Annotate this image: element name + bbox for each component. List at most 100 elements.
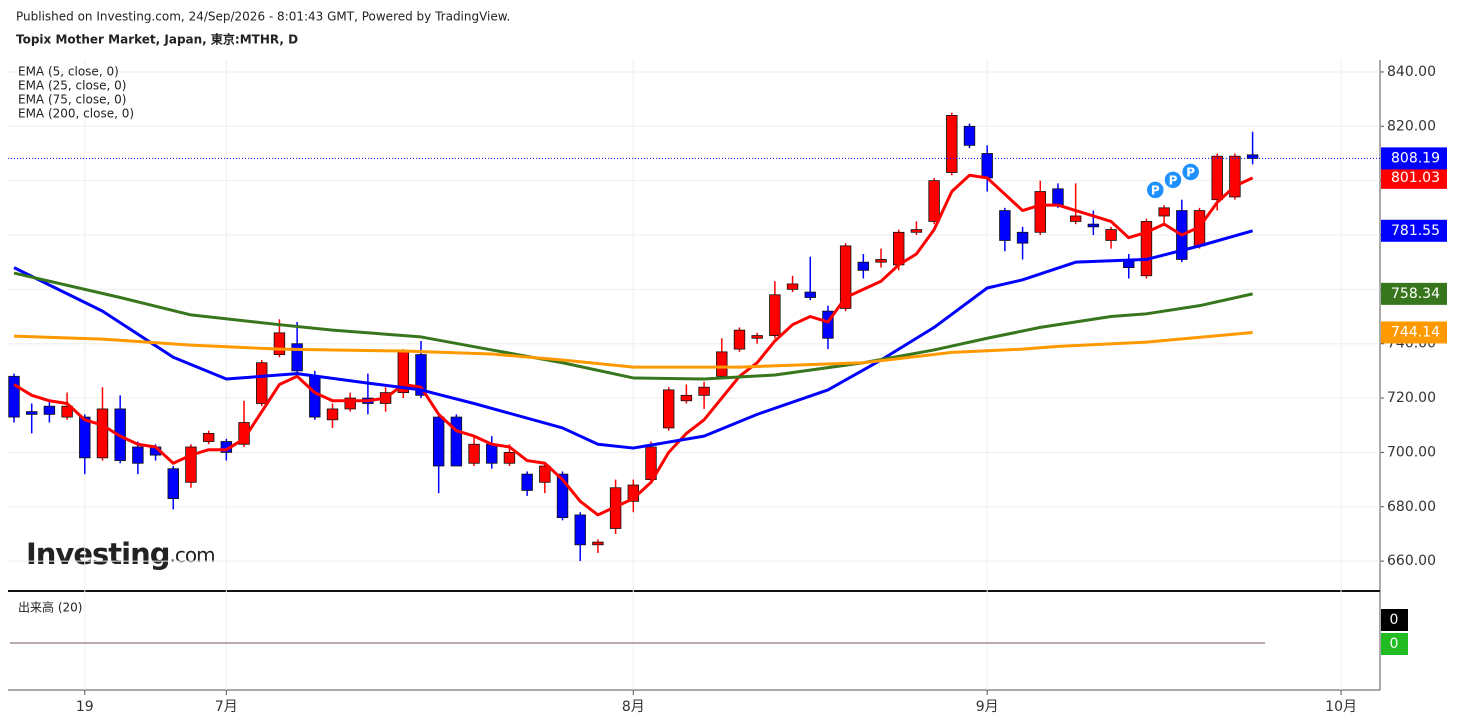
candle-body: [839, 245, 852, 309]
candle-body: [804, 291, 816, 298]
volume-title: 出来高 (20): [18, 600, 82, 615]
candle-body: [185, 446, 197, 483]
candle-body: [43, 405, 56, 415]
candle-body: [1105, 229, 1117, 241]
candle-body: [680, 394, 693, 402]
y-tick-label: 840.00: [1387, 64, 1436, 80]
marker: [1163, 170, 1183, 190]
candle-body: [432, 416, 445, 467]
candle-body: [79, 416, 91, 459]
y-tick-label: 720.00: [1387, 390, 1436, 406]
candle-body: [1052, 188, 1064, 206]
marker-label: P: [1186, 165, 1195, 179]
y-tick-label: 820.00: [1387, 118, 1436, 134]
candle-body: [928, 180, 940, 222]
candle-body: [1034, 191, 1046, 233]
ema-line: [13, 173, 1254, 517]
candle-body: [963, 125, 976, 146]
candle-body: [1016, 231, 1029, 244]
price-tag: [1381, 147, 1447, 170]
candle-body: [256, 362, 268, 404]
legend-entry: EMA (200, close, 0): [18, 107, 134, 121]
price-tag: [1381, 219, 1447, 242]
marker: [1145, 180, 1166, 200]
x-tick-label: 7月: [215, 699, 238, 715]
logo-suffix: .com: [169, 543, 214, 567]
logo: Investing.com: [26, 537, 215, 571]
candle-body: [8, 375, 20, 418]
y-tick-label: 700.00: [1387, 444, 1436, 460]
marker-label: P: [1169, 173, 1178, 187]
price-tag: [1381, 321, 1447, 344]
grid: [8, 60, 1380, 690]
candle-body: [309, 375, 321, 418]
x-tick-label: 19: [76, 699, 94, 715]
volume-tag: [1381, 609, 1408, 631]
candle-body: [326, 408, 339, 421]
candle-body: [981, 153, 993, 179]
candle-body: [751, 335, 763, 339]
candle-body: [96, 408, 109, 459]
candle-body: [1158, 207, 1170, 217]
volume-ma-tag-label: 0: [1390, 636, 1399, 652]
candle-body: [822, 310, 834, 339]
price-tag-label: 808.19: [1391, 150, 1440, 166]
candle-body: [450, 416, 463, 467]
candle-body: [556, 473, 569, 519]
x-tick-label: 9月: [976, 699, 999, 715]
price-tag-label: 758.34: [1391, 286, 1440, 302]
price-tag-label: 744.14: [1391, 324, 1440, 340]
candle-body: [521, 473, 533, 491]
candle-body: [592, 541, 604, 546]
candle-body: [875, 259, 887, 263]
candle-body: [1087, 223, 1100, 228]
price-tag-label: 781.55: [1391, 223, 1440, 239]
price-tag-label: 801.03: [1391, 170, 1440, 186]
candle-body: [61, 405, 73, 418]
x-tick-label: 8月: [622, 699, 645, 715]
candle-body: [202, 432, 215, 442]
candle-body: [946, 115, 958, 173]
ema-line: [13, 330, 1253, 369]
candle-body: [733, 329, 746, 350]
candle-body: [1069, 215, 1082, 222]
candle-body: [857, 261, 870, 271]
candle-body: [1140, 221, 1153, 277]
candle-body: [662, 389, 675, 429]
candle-body: [910, 229, 923, 233]
candle-body: [291, 343, 303, 372]
y-tick-label: 680.00: [1387, 499, 1436, 515]
candle-body: [539, 465, 551, 483]
candle-body: [486, 443, 498, 464]
candle-body: [716, 351, 728, 377]
ema-line: [13, 229, 1254, 450]
candle-body: [574, 514, 586, 546]
volume-ma-tag: [1381, 633, 1408, 655]
candle-body: [893, 231, 905, 266]
legend-entry: EMA (75, close, 0): [18, 93, 126, 107]
candle-body: [26, 411, 38, 415]
candle-body: [468, 443, 480, 464]
price-tag: [1381, 166, 1447, 189]
price-tag: [1381, 282, 1447, 305]
candle-body: [415, 354, 427, 396]
legend-entry: EMA (25, close, 0): [18, 79, 126, 93]
candle-body: [769, 294, 781, 336]
chart-title: Topix Mother Market, Japan, 東京:MTHR, D: [16, 32, 298, 47]
candle-body: [344, 397, 356, 410]
candle-body: [503, 452, 516, 464]
ema-line: [13, 271, 1253, 381]
candle-body: [167, 468, 179, 500]
candle-body: [999, 210, 1011, 241]
x-tick-label: 10月: [1325, 699, 1357, 715]
candle-body: [698, 386, 710, 396]
legend-entry: EMA (5, close, 0): [18, 65, 119, 79]
logo-main: Investing: [26, 537, 169, 571]
candle-body: [132, 446, 144, 464]
candle-body: [273, 332, 286, 355]
volume-tag-label: 0: [1390, 612, 1399, 628]
published-note: Published on Investing.com, 24/Sep/2026 …: [16, 10, 510, 24]
candle-body: [1211, 155, 1223, 201]
candle-body: [1229, 155, 1241, 198]
